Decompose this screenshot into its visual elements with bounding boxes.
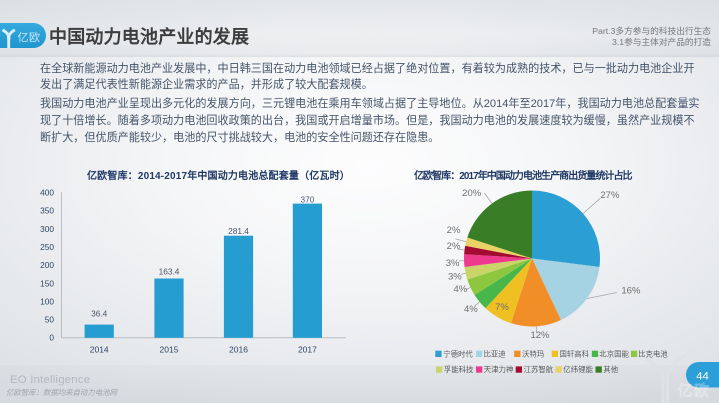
svg-text:281.4: 281.4 — [228, 226, 249, 236]
svg-text:亿纬锂能: 亿纬锂能 — [563, 365, 593, 374]
svg-text:200: 200 — [40, 260, 54, 270]
svg-text:2015: 2015 — [160, 344, 179, 354]
svg-text:比亚迪: 比亚迪 — [484, 350, 507, 359]
svg-text:300: 300 — [40, 224, 54, 234]
svg-text:沃特玛: 沃特玛 — [522, 350, 544, 359]
svg-text:400: 400 — [40, 188, 54, 198]
svg-text:比克电池: 比克电池 — [638, 350, 668, 359]
svg-text:3%: 3% — [446, 258, 460, 269]
svg-text:宁德时代: 宁德时代 — [443, 350, 473, 359]
svg-text:孚能科技: 孚能科技 — [444, 365, 474, 374]
svg-text:亿欧: 亿欧 — [678, 383, 711, 400]
svg-text:16%: 16% — [621, 285, 641, 296]
svg-text:50: 50 — [45, 315, 55, 325]
svg-text:2016: 2016 — [229, 344, 248, 354]
svg-text:2014: 2014 — [90, 344, 109, 354]
svg-text:27%: 27% — [600, 190, 620, 201]
svg-text:0: 0 — [49, 333, 54, 343]
svg-text:江苏智航: 江苏智航 — [524, 365, 554, 374]
svg-text:3%: 3% — [448, 272, 462, 283]
svg-text:370: 370 — [300, 194, 314, 204]
svg-text:其他: 其他 — [603, 365, 618, 374]
svg-text:250: 250 — [40, 242, 54, 252]
svg-text:150: 150 — [40, 278, 54, 288]
svg-text:44: 44 — [696, 370, 709, 382]
svg-text:2%: 2% — [447, 225, 461, 236]
svg-text:20%: 20% — [462, 188, 482, 199]
svg-text:4%: 4% — [464, 304, 478, 315]
svg-text:350: 350 — [40, 206, 54, 216]
svg-text:2017: 2017 — [298, 344, 317, 354]
svg-text:北京国能: 北京国能 — [599, 350, 629, 359]
svg-text:2%: 2% — [447, 241, 461, 252]
svg-text:7%: 7% — [495, 302, 509, 313]
svg-text:12%: 12% — [530, 330, 550, 341]
svg-text:36.4: 36.4 — [91, 309, 108, 319]
svg-text:国轩高科: 国轩高科 — [560, 350, 590, 359]
svg-text:天津力神: 天津力神 — [484, 365, 514, 374]
svg-text:163.4: 163.4 — [159, 267, 180, 277]
svg-text:100: 100 — [40, 296, 54, 306]
svg-text:4%: 4% — [453, 284, 467, 295]
